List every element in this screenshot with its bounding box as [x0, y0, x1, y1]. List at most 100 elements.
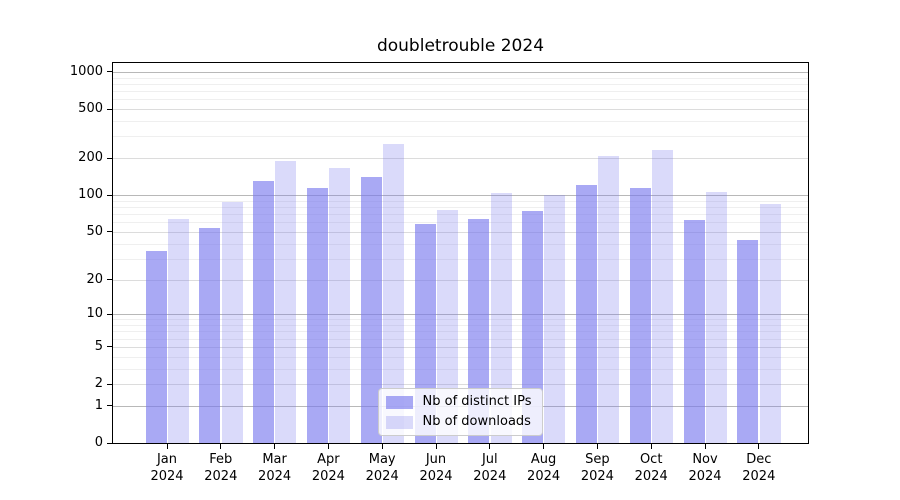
gridline-major: [113, 314, 808, 316]
bar-distinct-ips-2: [253, 181, 275, 443]
bar-distinct-ips-9: [629, 187, 651, 443]
bar-distinct-ips-10: [683, 219, 705, 443]
bar-downloads-3: [329, 168, 351, 443]
gridline-minor: [113, 136, 808, 138]
gridline: [113, 158, 808, 160]
x-tick-label: Jun 2024: [419, 452, 453, 484]
gridline: [113, 109, 808, 111]
bar-downloads-7: [544, 194, 566, 443]
x-tickmark: [435, 444, 437, 449]
x-tick-label: Jul 2024: [473, 452, 507, 484]
legend-label-downloads: Nb of downloads: [422, 414, 531, 429]
legend-item-distinct-ips: Nb of distinct IPs: [385, 394, 532, 410]
x-tickmark: [704, 444, 706, 449]
x-tickmark: [220, 444, 222, 449]
bar-downloads-11: [759, 203, 781, 443]
bar-downloads-2: [275, 160, 297, 443]
x-tickmark: [274, 444, 276, 449]
bar-distinct-ips-6: [468, 218, 490, 443]
gridline-minor: [113, 319, 808, 321]
legend-swatch-downloads: [385, 415, 413, 429]
gridline-minor: [113, 83, 808, 85]
bars-layer: [113, 63, 808, 443]
bar-downloads-8: [598, 156, 620, 443]
x-tickmark: [166, 444, 168, 449]
bar-distinct-ips-7: [522, 211, 544, 443]
y-tick-label: 0: [94, 435, 103, 450]
y-tick-label: 20: [86, 271, 103, 287]
gridline-major: [113, 195, 808, 197]
y-tick-label: 200: [78, 150, 103, 166]
x-tickmark: [543, 444, 545, 449]
gridline-minor: [113, 99, 808, 101]
gridline-minor: [113, 200, 808, 202]
gridline-minor: [113, 325, 808, 326]
bar-distinct-ips-11: [737, 239, 759, 443]
y-tickmark: [107, 157, 112, 159]
gridline-minor: [113, 91, 808, 92]
y-tick-label: 2: [94, 376, 103, 391]
bar-downloads-6: [490, 192, 512, 443]
legend-item-downloads: Nb of downloads: [385, 414, 532, 430]
bar-downloads-5: [436, 209, 458, 443]
bar-distinct-ips-8: [575, 185, 597, 443]
y-tick-label: 50: [86, 223, 103, 239]
plot-area: Nb of distinct IPs Nb of downloads: [112, 62, 809, 444]
y-tickmark: [107, 71, 112, 73]
x-tick-label: Sep 2024: [580, 452, 614, 484]
gridline-minor: [113, 331, 808, 333]
gridline-minor: [113, 243, 808, 245]
x-tick-label: Jan 2024: [150, 452, 184, 484]
y-tick-label: 500: [78, 101, 103, 117]
x-tickmark: [489, 444, 491, 449]
y-tick-label: 10: [86, 306, 103, 322]
gridline-minor: [113, 77, 808, 79]
bar-distinct-ips-3: [306, 187, 328, 443]
bar-downloads-9: [652, 149, 673, 443]
legend-swatch-distinct-ips: [385, 395, 413, 409]
legend: Nb of distinct IPs Nb of downloads: [377, 388, 544, 436]
gridline-minor: [113, 338, 808, 340]
gridline-minor: [113, 121, 808, 122]
y-tickmark: [107, 231, 112, 233]
x-tick-label: Oct 2024: [634, 452, 668, 484]
x-tick-label: Feb 2024: [204, 452, 238, 484]
gridlines-layer: [113, 63, 808, 443]
gridline-minor: [113, 356, 808, 358]
gridline-minor: [113, 214, 808, 215]
x-tick-label: Dec 2024: [742, 452, 776, 484]
x-tick-label: Nov 2024: [688, 452, 722, 484]
gridline-minor: [113, 222, 808, 224]
y-tickmark: [107, 346, 112, 348]
x-tick-label: May 2024: [365, 452, 399, 484]
y-tick-label: 5: [94, 338, 103, 354]
gridline-minor: [113, 258, 808, 260]
bar-distinct-ips-0: [145, 250, 167, 443]
gridline: [113, 279, 808, 281]
bar-distinct-ips-4: [360, 177, 382, 443]
y-tickmark: [107, 442, 112, 444]
y-tickmark: [107, 383, 112, 385]
bar-distinct-ips-1: [199, 227, 221, 443]
y-tickmark: [107, 405, 112, 407]
y-tick-label: 100: [78, 187, 103, 203]
bar-downloads-10: [705, 191, 727, 443]
gridline-minor: [113, 368, 808, 370]
y-tickmark: [107, 108, 112, 110]
y-tick-label: 1000: [69, 63, 103, 79]
bar-downloads-4: [383, 144, 404, 443]
gridline: [113, 384, 808, 385]
x-tick-label: Aug 2024: [527, 452, 561, 484]
y-tickmark: [107, 279, 112, 280]
y-tickmark: [107, 194, 112, 196]
x-tickmark: [650, 444, 652, 449]
chart-title: doubletrouble 2024: [376, 36, 545, 56]
legend-label-distinct-ips: Nb of distinct IPs: [422, 394, 532, 409]
x-tickmark: [758, 444, 760, 449]
gridline-major: [113, 71, 808, 73]
gridline-minor: [113, 206, 808, 208]
bar-downloads-1: [221, 201, 243, 443]
gridline: [113, 346, 808, 348]
gridline: [113, 231, 808, 233]
